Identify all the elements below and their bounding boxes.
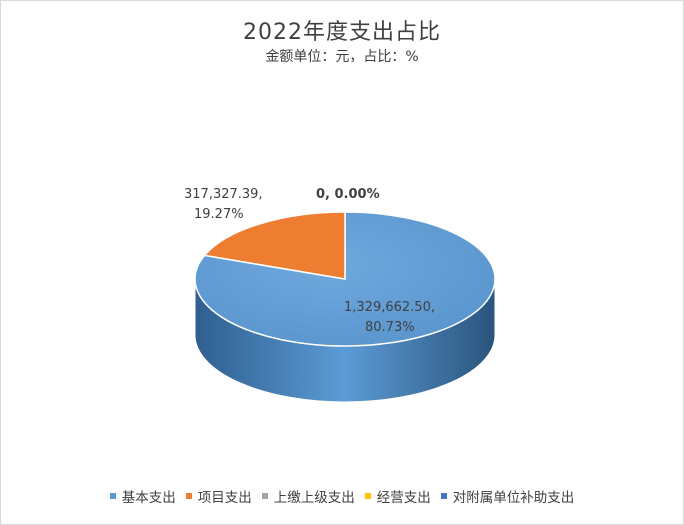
legend-item-xiangmu: 项目支出 — [185, 486, 252, 506]
legend-label-xiangmu: 项目支出 — [197, 490, 252, 506]
legend-item-fushu: 对附属单位补助支出 — [440, 486, 575, 506]
pie-slice-xiangmu — [203, 211, 346, 280]
data-label-xiangmu-value: 317,327.39, — [184, 187, 263, 202]
legend-item-shangjiao: 上缴上级支出 — [261, 486, 355, 506]
legend-label-jingying: 经营支出 — [376, 490, 431, 506]
legend-label-shangjiao: 上缴上级支出 — [273, 490, 355, 506]
legend-swatch-xiangmu — [185, 493, 192, 499]
legend-swatch-jiben — [109, 493, 116, 499]
chart-title: 2022年度支出占比 — [243, 20, 441, 45]
data-label-shangjiao: 0, 0.00% — [316, 187, 380, 202]
legend-swatch-jingying — [364, 493, 371, 499]
data-label-jiben-percent: 80.73% — [365, 320, 415, 335]
data-label-jiben-value: 1,329,662.50, — [344, 300, 435, 315]
legend-label-jiben: 基本支出 — [121, 490, 176, 506]
legend-swatch-shangjiao — [261, 493, 268, 499]
data-label-xiangmu-percent: 19.27% — [194, 207, 244, 222]
chart-legend: 基本支出 项目支出 上缴上级支出 经营支出 对附属单位补助支出 — [0, 486, 684, 506]
chart-subtitle: 金额单位：元，占比：% — [265, 49, 419, 65]
legend-item-jiben: 基本支出 — [109, 486, 176, 506]
legend-item-jingying: 经营支出 — [364, 486, 431, 506]
legend-swatch-fushu — [440, 493, 447, 499]
legend-label-fushu: 对附属单位补助支出 — [452, 490, 575, 506]
